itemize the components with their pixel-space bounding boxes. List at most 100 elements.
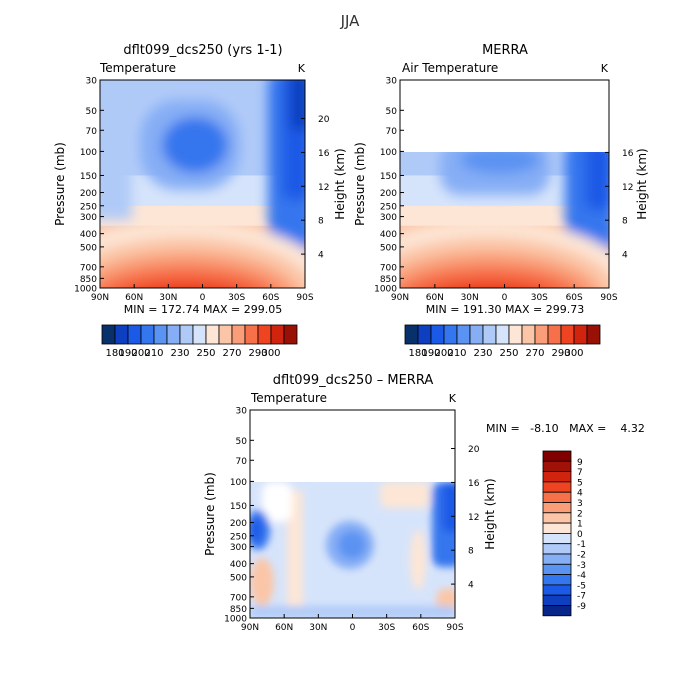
p3-ytick-label-6: 250 [230, 532, 247, 542]
p3-cbar-label-10: -3 [577, 561, 586, 571]
p1-ytick-label-2: 70 [86, 127, 98, 137]
panel-model-units: K [298, 62, 306, 75]
p2-cbar-label-4: 230 [473, 348, 492, 359]
p3-cbar-label-11: -4 [577, 571, 586, 581]
panel-reanalysis: MERRA Air Temperature K 3050701001502002… [353, 43, 649, 359]
p1-ytick-label-12: 1000 [74, 285, 97, 295]
p3-ytick-label-9: 500 [230, 573, 247, 583]
p3-xtick-label-4: 30S [378, 623, 395, 633]
p1-cbar-swatch-5 [166, 324, 181, 345]
panel-difference-field [250, 482, 455, 618]
p3-ytick-label-8: 400 [230, 560, 247, 570]
p3-cbar-swatch-13 [542, 584, 572, 596]
p3-ytick-label-12: 1000 [224, 615, 247, 625]
p1-ytick-label-11: 850 [80, 275, 97, 285]
panel-difference-stats: MIN = -8.10 MAX = 4.32 [486, 422, 645, 435]
p1-cbar-swatch-6 [179, 324, 194, 345]
p2-cbar-label-8: 300 [564, 348, 583, 359]
p2-cbar-swatch-14 [586, 324, 601, 345]
p1-htick-label-1: 8 [318, 217, 324, 227]
diff-warm-mid-south [410, 530, 426, 590]
p1-cbar-label-6: 270 [222, 348, 241, 359]
merra-cold-core [460, 152, 540, 174]
panel-model-field [100, 80, 305, 288]
p1-ytick-label-4: 150 [80, 172, 97, 182]
p3-cbar-swatch-4 [542, 491, 572, 503]
p2-cbar-swatch-5 [469, 324, 484, 345]
p1-xtick-label-5: 60S [262, 293, 279, 303]
p3-cbar-swatch-12 [542, 574, 572, 586]
p3-xtick-label-1: 60N [275, 623, 293, 633]
panel-model-stats: MIN = 172.74 MAX = 299.05 [124, 303, 282, 316]
panel-model-ylabel: Pressure (mb) [53, 142, 67, 226]
panel-reanalysis-units: K [601, 62, 609, 75]
p3-ytick-label-7: 300 [230, 543, 247, 553]
p3-cbar-swatch-9 [542, 543, 572, 555]
p3-ytick-label-2: 70 [236, 457, 248, 467]
model-warm-low4 [100, 266, 276, 288]
p3-ytick-label-10: 700 [230, 593, 247, 603]
p3-cbar-swatch-3 [542, 481, 572, 493]
figure-title: JJA [340, 12, 361, 30]
p3-cbar-swatch-0 [542, 450, 572, 462]
p2-cbar-label-5: 250 [499, 348, 518, 359]
p1-ytick-label-3: 100 [80, 148, 97, 158]
p1-cbar-swatch-7 [192, 324, 207, 345]
p2-ytick-label-7: 300 [380, 213, 397, 223]
p1-htick-label-2: 12 [318, 183, 329, 193]
diff-warm-low-north [250, 558, 274, 606]
p2-band-2 [400, 205, 609, 227]
p2-htick-label-2: 12 [622, 183, 633, 193]
panel-reanalysis-title: MERRA [482, 43, 528, 58]
p2-xtick-label-3: 0 [502, 293, 508, 303]
p3-ytick-label-4: 150 [230, 502, 247, 512]
p1-htick-label-4: 20 [318, 115, 330, 125]
p3-cbar-label-5: 2 [577, 509, 583, 519]
p3-cbar-label-8: -1 [577, 540, 586, 550]
p1-cbar-label-5: 250 [196, 348, 215, 359]
p2-cbar-swatch-9 [521, 324, 536, 345]
model-warm-low5 [126, 280, 244, 288]
p2-ytick-label-6: 250 [380, 202, 397, 212]
p2-cbar-label-7: 290 [551, 348, 570, 359]
p1-xtick-label-3: 0 [200, 293, 206, 303]
p2-cbar-swatch-7 [495, 324, 510, 345]
p2-ytick-label-4: 150 [380, 172, 397, 182]
p1-cbar-swatch-1 [114, 324, 129, 345]
p2-cbar-swatch-13 [573, 324, 588, 345]
merra-polar-vortex-core [585, 152, 609, 210]
p3-htick-label-2: 12 [468, 513, 479, 523]
p1-xtick-label-4: 30S [228, 293, 245, 303]
panel-model-title: dflt099_dcs250 (yrs 1-1) [123, 43, 282, 58]
panel-model: dflt099_dcs250 (yrs 1-1) Temperature K 3… [53, 43, 347, 359]
p3-cbar-label-1: 7 [577, 468, 583, 478]
p3-cbar-swatch-7 [542, 522, 572, 534]
panel-reanalysis-field [400, 152, 609, 288]
p2-cbar-swatch-2 [430, 324, 445, 345]
p3-ytick-label-5: 200 [230, 519, 247, 529]
p1-band-2 [100, 205, 305, 227]
p1-ytick-label-9: 500 [80, 243, 97, 253]
p3-cbar-swatch-5 [542, 502, 572, 514]
p2-htick-label-3: 16 [622, 149, 634, 159]
p2-ytick-label-10: 700 [380, 263, 397, 273]
p2-ytick-label-2: 70 [386, 127, 398, 137]
diff-warm-tropopause [380, 482, 430, 508]
panel-difference-title: dflt099_dcs250 – MERRA [273, 373, 434, 388]
p2-cbar-swatch-0 [404, 324, 419, 345]
p1-cbar-label-3: 210 [144, 348, 163, 359]
p3-cbar-swatch-11 [542, 563, 572, 575]
diff-cold-south-core [442, 482, 455, 532]
model-cold-core [162, 117, 228, 173]
diff-cold-north-core [250, 518, 262, 542]
p1-cbar-swatch-2 [127, 324, 142, 345]
p2-cbar-swatch-8 [508, 324, 523, 345]
p3-xtick-label-0: 90N [241, 623, 259, 633]
panel-model-height-label: Height (km) [333, 148, 347, 219]
p1-cbar-swatch-3 [140, 324, 155, 345]
p2-xtick-label-2: 30N [461, 293, 479, 303]
p2-xtick-label-5: 60S [566, 293, 583, 303]
diff-white-north-upper [262, 482, 292, 522]
p2-cbar-label-3: 210 [447, 348, 466, 359]
